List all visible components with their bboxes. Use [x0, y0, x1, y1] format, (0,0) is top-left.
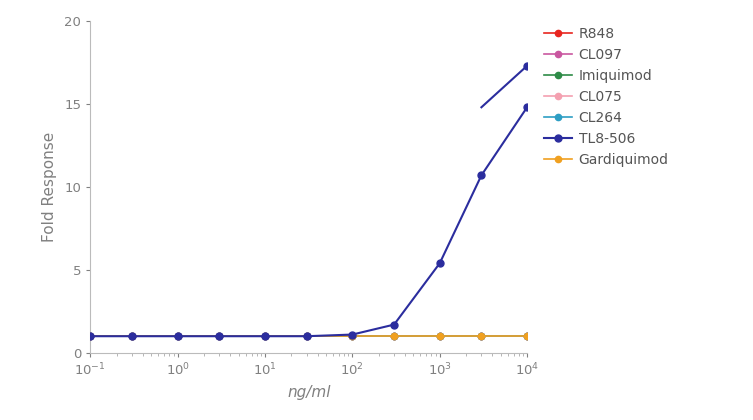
Legend: R848, CL097, Imiquimod, CL075, CL264, TL8-506, Gardiquimod: R848, CL097, Imiquimod, CL075, CL264, TL…	[538, 21, 674, 172]
X-axis label: ng/ml: ng/ml	[287, 386, 331, 400]
Y-axis label: Fold Response: Fold Response	[42, 132, 57, 242]
